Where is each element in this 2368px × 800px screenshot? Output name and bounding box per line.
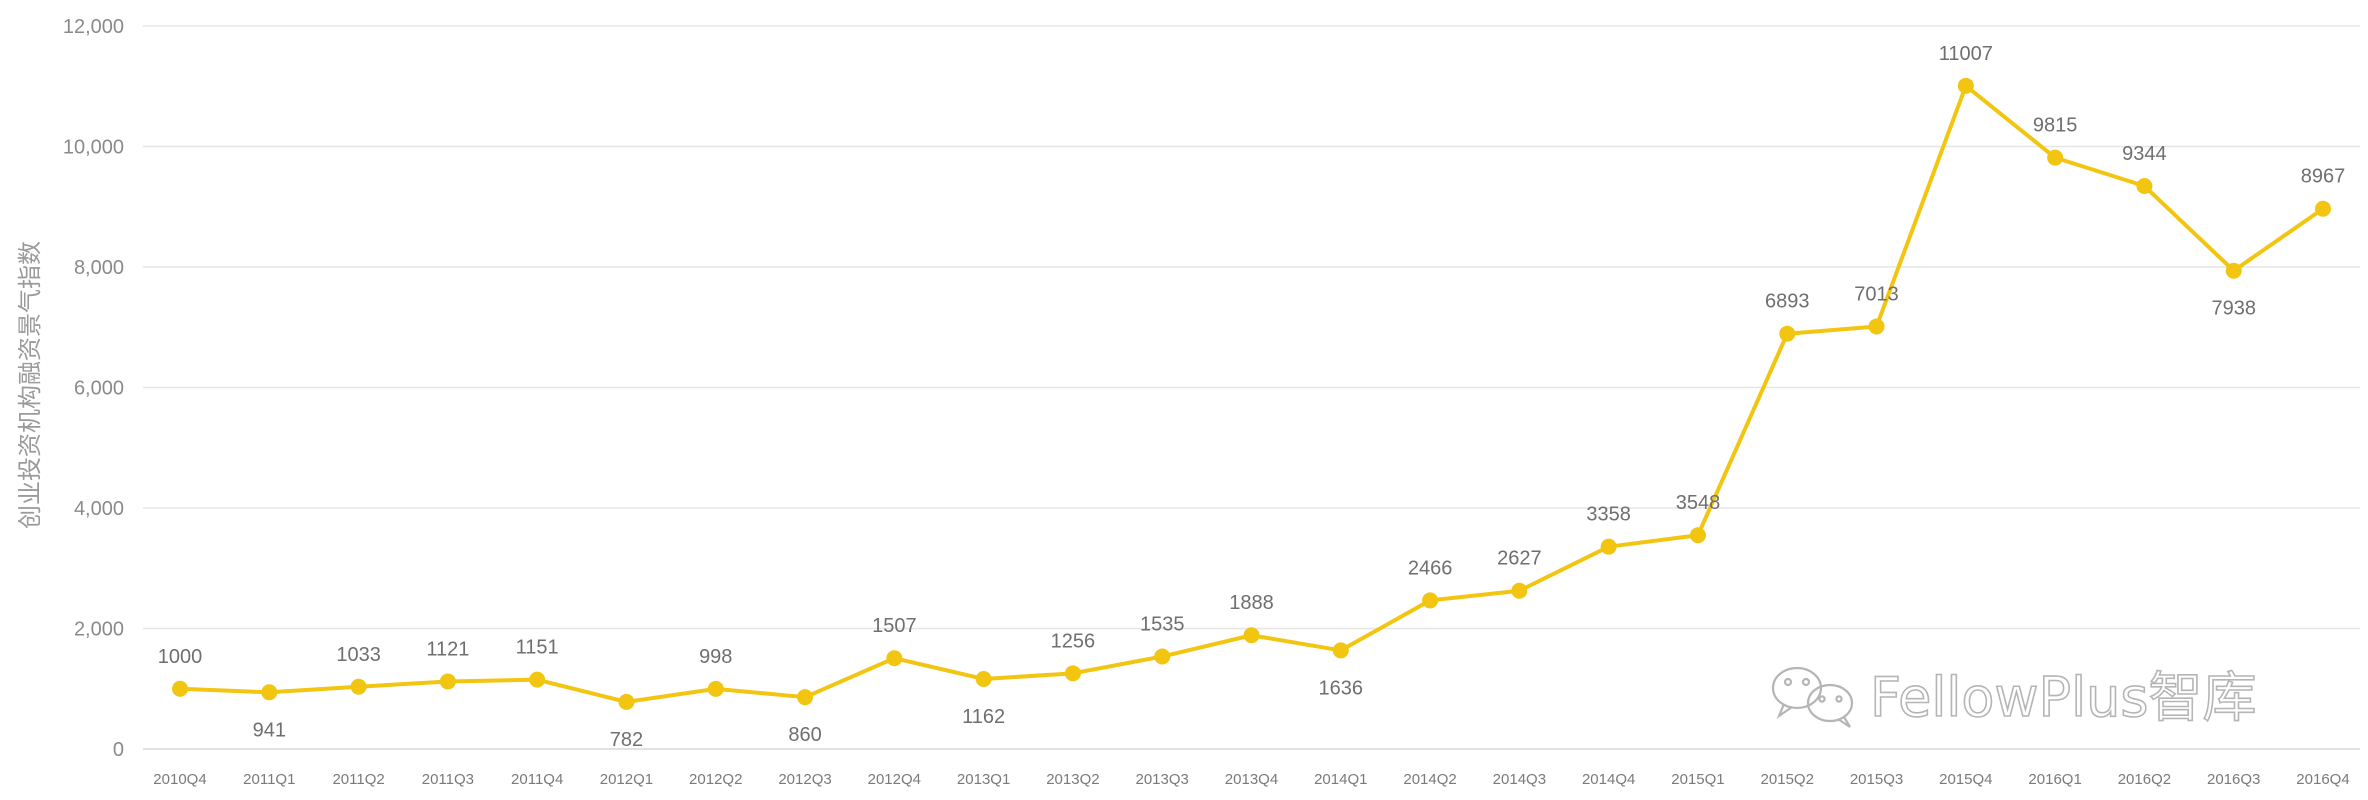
data-point [529, 671, 546, 688]
x-tick-label: 2015Q3 [1850, 771, 1903, 788]
data-label: 1888 [1229, 592, 1274, 614]
x-tick-label: 2012Q1 [600, 771, 653, 788]
y-tick-label: 10,000 [63, 137, 124, 159]
data-label: 3358 [1586, 504, 1631, 526]
x-tick-label: 2014Q1 [1314, 771, 1367, 788]
y-axis-ticks: 0 2,000 4,000 6,000 8,000 10,000 12,000 [63, 16, 124, 761]
x-tick-label: 2015Q1 [1671, 771, 1724, 788]
data-label: 8967 [2301, 166, 2346, 188]
data-label: 1121 [426, 638, 469, 660]
x-tick-label: 2012Q4 [868, 771, 921, 788]
data-label: 1033 [336, 644, 381, 666]
data-label: 9815 [2033, 115, 2078, 137]
data-point [707, 680, 724, 697]
watermark-text: FellowPlus智库 [1870, 666, 2256, 729]
data-point [2136, 178, 2153, 195]
data-point [1154, 648, 1171, 665]
data-labels: 1000 941 1033 1121 1151 782 998 860 1507 1162 1256… [158, 43, 2346, 751]
data-point [618, 693, 635, 710]
data-label: 1000 [158, 646, 203, 668]
x-tick-label: 2011Q2 [332, 771, 384, 788]
y-tick-label: 2,000 [74, 619, 124, 641]
data-label: 7013 [1854, 283, 1899, 305]
data-label: 860 [788, 724, 821, 746]
data-point [1064, 665, 1081, 682]
y-axis-label: 创业投资机构融资景气指数 [16, 241, 44, 529]
data-point [350, 678, 367, 695]
x-tick-label: 2013Q3 [1136, 771, 1189, 788]
data-label: 1535 [1140, 614, 1185, 636]
y-tick-label: 6,000 [74, 378, 124, 400]
data-point [439, 673, 456, 690]
data-point [1600, 538, 1617, 555]
data-point [1689, 527, 1706, 544]
data-point [1332, 642, 1349, 659]
data-label: 2627 [1497, 548, 1542, 570]
x-tick-label: 2011Q3 [422, 771, 474, 788]
wechat-icon [1771, 666, 1854, 728]
data-label: 998 [699, 646, 732, 668]
data-label: 782 [610, 729, 643, 751]
x-tick-label: 2013Q2 [1046, 771, 1099, 788]
grid-lines [143, 25, 2360, 750]
x-tick-label: 2014Q3 [1493, 771, 1546, 788]
x-tick-label: 2013Q1 [957, 771, 1010, 788]
y-tick-label: 0 [113, 739, 124, 761]
y-tick-label: 4,000 [74, 498, 124, 520]
data-point [1422, 592, 1439, 609]
watermark: FellowPlus智库 [1771, 665, 2257, 730]
x-tick-label: 2012Q2 [689, 771, 742, 788]
data-point [886, 650, 903, 667]
data-label: 941 [253, 719, 286, 741]
data-point [1779, 325, 1796, 342]
x-tick-label: 2014Q4 [1582, 771, 1635, 788]
data-point [1868, 318, 1885, 335]
x-tick-label: 2016Q2 [2118, 771, 2171, 788]
x-tick-label: 2016Q1 [2028, 771, 2081, 788]
data-point [2047, 149, 2064, 166]
data-point [975, 670, 992, 687]
data-point [261, 684, 278, 701]
x-tick-label: 2010Q4 [153, 771, 206, 788]
data-label: 6893 [1765, 291, 1810, 313]
x-tick-label: 2012Q3 [778, 771, 831, 788]
data-label: 3548 [1676, 492, 1721, 514]
data-point [172, 680, 188, 697]
data-label: 7938 [2211, 298, 2256, 320]
data-label: 1162 [962, 706, 1005, 728]
data-point [2315, 200, 2331, 217]
data-point [2225, 262, 2242, 279]
x-tick-label: 2015Q2 [1761, 771, 1814, 788]
x-tick-label: 2011Q1 [243, 771, 295, 788]
y-tick-label: 8,000 [74, 257, 124, 279]
x-tick-label: 2016Q4 [2296, 771, 2349, 788]
data-label: 9344 [2122, 143, 2167, 165]
data-point [1511, 582, 1528, 599]
data-point [797, 689, 814, 706]
data-label: 1256 [1051, 630, 1096, 652]
data-label: 2466 [1408, 557, 1453, 579]
data-label: 11007 [1939, 43, 1993, 65]
x-tick-label: 2016Q3 [2207, 771, 2260, 788]
data-point [1957, 77, 1974, 94]
x-axis-ticks: 2010Q4 2011Q1 2011Q2 2011Q3 2011Q4 2012Q1 2012… [153, 771, 2349, 788]
data-label: 1507 [872, 615, 917, 637]
x-tick-label: 2011Q4 [511, 771, 563, 788]
data-point [1243, 627, 1260, 644]
data-label: 1636 [1319, 677, 1364, 699]
x-tick-label: 2015Q4 [1939, 771, 1992, 788]
x-tick-label: 2013Q4 [1225, 771, 1278, 788]
x-tick-label: 2014Q2 [1403, 771, 1456, 788]
series-line [172, 77, 2331, 710]
data-label: 1151 [516, 637, 559, 659]
y-tick-label: 12,000 [63, 16, 124, 38]
